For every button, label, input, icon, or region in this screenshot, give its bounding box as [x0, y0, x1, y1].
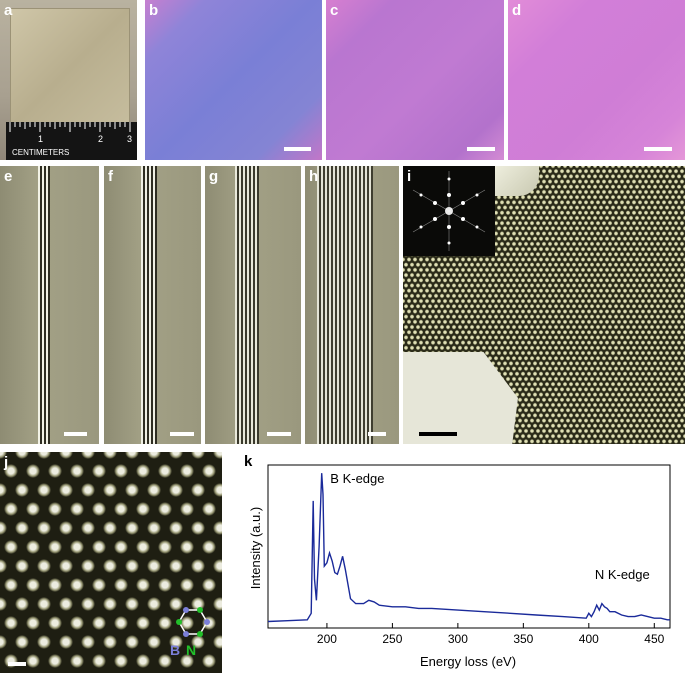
- panel-label-j: j: [4, 454, 9, 471]
- ruler-units: CENTIMETERS: [12, 148, 69, 157]
- panel-g-tem: g: [205, 166, 301, 444]
- panel-label-d: d: [512, 2, 522, 19]
- x-tick-label: 250: [382, 632, 402, 646]
- panel-label-h: h: [309, 168, 319, 185]
- x-axis-label: Energy loss (eV): [420, 654, 516, 669]
- vacuum-region-top: [491, 166, 539, 196]
- scale-bar-c: [467, 147, 495, 151]
- atom-label-b: B: [170, 642, 181, 658]
- panel-label-i: i: [407, 168, 412, 185]
- panel-e-tem: e: [0, 166, 99, 444]
- ruler-ticks: 1 2 3 CENTIMETERS: [9, 122, 132, 157]
- panel-k-spectrum: k Intensity (a.u.) Energy loss (eV) 200 2…: [224, 448, 685, 673]
- vacuum-region-bottom: [403, 352, 518, 444]
- spectrum-line: [267, 473, 670, 623]
- panel-b-optical: b: [145, 0, 322, 160]
- panel-c-optical: c: [326, 0, 504, 160]
- panel-label-b: b: [149, 2, 159, 19]
- panel-f-tem: f: [104, 166, 201, 444]
- ruler-tick-3: 3: [127, 134, 132, 144]
- layer-fringe: [141, 166, 157, 444]
- x-tick-label: 300: [448, 632, 468, 646]
- x-tick-label: 400: [579, 632, 599, 646]
- plot-frame: [267, 464, 671, 629]
- panel-j-lattice: j B N: [0, 452, 222, 673]
- panel-label-e: e: [4, 168, 13, 185]
- x-tick-label: 350: [513, 632, 533, 646]
- film-sample: [10, 8, 130, 128]
- annotation-label: N K-edge: [595, 567, 650, 582]
- layer-fringe: [235, 166, 259, 444]
- scale-bar-g: [267, 432, 291, 436]
- scale-bar-b: [284, 147, 311, 151]
- atom-label-n: N: [186, 642, 197, 658]
- scale-bar-d: [644, 147, 672, 151]
- panel-d-optical: d: [508, 0, 685, 160]
- scale-bar-f: [170, 432, 194, 436]
- scale-bar-j: [8, 662, 26, 666]
- annotation-label: B K-edge: [330, 471, 384, 486]
- ruler-tick-1: 1: [38, 134, 43, 144]
- ruler-tick-2: 2: [98, 134, 103, 144]
- x-tick-label: 200: [317, 632, 337, 646]
- panel-label-c: c: [330, 2, 339, 19]
- scale-bar-i: [419, 432, 457, 436]
- ruler: 1 2 3 CENTIMETERS: [6, 122, 137, 160]
- eels-chart: k Intensity (a.u.) Energy loss (eV) 200 2…: [244, 453, 671, 669]
- y-axis-label: Intensity (a.u.): [248, 507, 263, 589]
- panel-i-lattice: i: [403, 166, 685, 444]
- panel-a-photo: 1 2 3 CENTIMETERS a: [0, 0, 137, 160]
- fft-pattern: [412, 171, 486, 251]
- fft-inset: i: [403, 166, 495, 256]
- panel-label-g: g: [209, 168, 219, 185]
- layer-fringe: [38, 166, 50, 444]
- panel-label-k: k: [244, 453, 253, 470]
- scale-bar-e: [64, 432, 87, 436]
- panel-label-a: a: [4, 2, 13, 19]
- x-tick-label: 450: [644, 632, 664, 646]
- panel-label-f: f: [108, 168, 113, 185]
- layer-fringe: [317, 166, 373, 444]
- panel-h-tem: h: [305, 166, 399, 444]
- scale-bar-h: [368, 432, 386, 436]
- bn-hexagon: [176, 607, 210, 637]
